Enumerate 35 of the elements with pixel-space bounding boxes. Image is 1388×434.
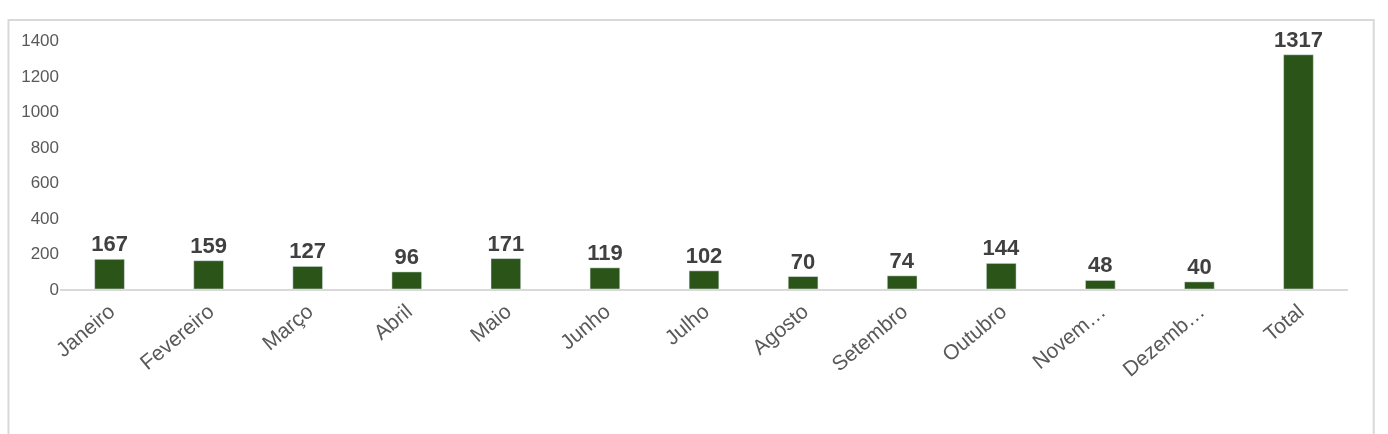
bar — [1283, 54, 1314, 289]
y-tick-label: 800 — [30, 137, 59, 157]
data-label: 102 — [685, 242, 723, 268]
y-tick-label: 0 — [49, 279, 59, 299]
data-label: 96 — [394, 243, 420, 269]
y-tick-label: 400 — [30, 208, 59, 228]
y-tick-label: 1400 — [21, 30, 59, 50]
bar — [589, 267, 621, 289]
bar — [292, 266, 323, 289]
bar — [193, 260, 224, 289]
data-label: 48 — [1088, 252, 1113, 278]
y-tick-label: 1200 — [21, 66, 59, 86]
bar — [490, 258, 521, 289]
bar — [1085, 280, 1116, 289]
data-label: 1317 — [1273, 26, 1323, 52]
y-tick-label: 200 — [30, 244, 59, 264]
bar — [887, 275, 918, 289]
y-tick-label: 600 — [30, 173, 59, 193]
bar — [391, 271, 422, 289]
bar — [986, 263, 1017, 289]
bar — [1184, 281, 1215, 289]
data-label: 171 — [487, 230, 525, 256]
bar — [787, 276, 819, 289]
data-label: 119 — [587, 239, 623, 265]
bar — [94, 259, 125, 289]
data-label: 159 — [190, 232, 227, 258]
data-label: 127 — [289, 238, 327, 264]
y-tick-label: 1000 — [21, 102, 59, 122]
data-label: 167 — [91, 231, 128, 257]
data-label: 70 — [790, 248, 816, 274]
data-label: 144 — [982, 235, 1020, 261]
data-label: 74 — [889, 247, 915, 273]
x-tick-label: Maio — [465, 299, 516, 347]
bar — [688, 270, 720, 289]
data-label: 40 — [1187, 253, 1212, 279]
